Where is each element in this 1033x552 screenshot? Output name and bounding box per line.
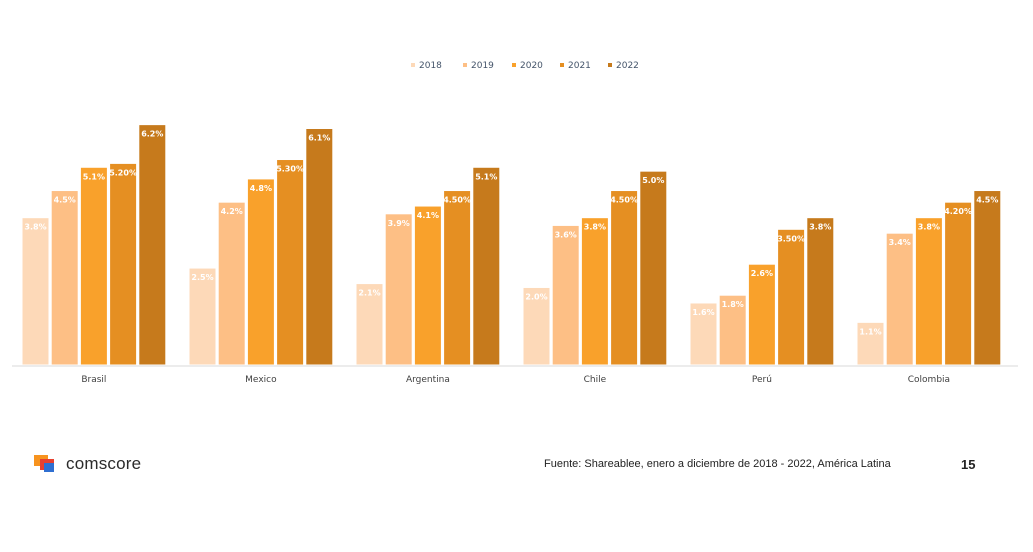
bar-brasil-2019 xyxy=(50,190,79,366)
bar-chile-2022 xyxy=(639,170,668,366)
bar-brasil-2018 xyxy=(21,217,50,366)
bar-colombia-2020 xyxy=(914,217,943,366)
bar-value-label: 5.20% xyxy=(109,168,137,177)
bar-mexico-2022 xyxy=(305,128,334,366)
chart-category-labels: Brasil Mexico Argentina Chile Perú Colombia xyxy=(81,375,950,385)
comscore-logo-icon xyxy=(34,454,58,474)
bar-value-label: 3.8% xyxy=(24,223,46,232)
x-tick-label: Brasil xyxy=(81,375,106,385)
comscore-logo: comscore xyxy=(34,454,141,474)
bar-value-label: 3.6% xyxy=(555,230,577,239)
bar-mexico-2021 xyxy=(276,159,305,366)
bar-value-label: 3.4% xyxy=(889,238,911,247)
bar-argentina-2020 xyxy=(413,205,442,366)
bar-perú-2019 xyxy=(718,294,747,366)
bar-value-label: 2.1% xyxy=(358,289,380,298)
bar-mexico-2019 xyxy=(217,201,246,366)
chart-legend: 2018 2019 2020 2021 2022 xyxy=(411,61,639,71)
chart-bars xyxy=(21,124,1002,366)
bar-argentina-2019 xyxy=(384,213,413,366)
bar-value-label: 2.0% xyxy=(525,292,547,301)
bar-value-label: 3.8% xyxy=(584,223,606,232)
bar-brasil-2021 xyxy=(109,162,138,366)
bar-value-label: 4.50% xyxy=(610,196,638,205)
bar-argentina-2022 xyxy=(472,166,501,366)
legend-label-2020: 2020 xyxy=(520,61,543,71)
bar-colombia-2021 xyxy=(944,201,973,366)
legend-swatch-2019 xyxy=(463,63,467,67)
bar-colombia-2022 xyxy=(973,190,1002,366)
bar-value-label: 6.1% xyxy=(308,134,330,143)
bar-value-label: 4.50% xyxy=(443,196,471,205)
legend-swatch-2021 xyxy=(560,63,564,67)
bar-value-label: 4.5% xyxy=(976,196,998,205)
bar-value-label: 2.5% xyxy=(191,273,213,282)
legend-label-2018: 2018 xyxy=(419,61,442,71)
bar-mexico-2020 xyxy=(246,178,275,366)
bar-argentina-2018 xyxy=(355,283,384,366)
x-tick-label: Mexico xyxy=(245,375,277,385)
x-tick-label: Chile xyxy=(584,375,607,385)
bar-perú-2022 xyxy=(806,217,835,366)
bar-colombia-2019 xyxy=(885,232,914,366)
bar-value-label: 1.8% xyxy=(722,300,744,309)
legend-swatch-2018 xyxy=(411,63,415,67)
legend-label-2019: 2019 xyxy=(471,61,494,71)
bar-brasil-2020 xyxy=(79,166,108,366)
bar-value-label: 6.2% xyxy=(141,130,163,139)
bar-mexico-2018 xyxy=(188,267,217,366)
bar-value-label: 2.6% xyxy=(751,269,773,278)
legend-label-2021: 2021 xyxy=(568,61,591,71)
bar-chile-2019 xyxy=(551,224,580,366)
x-tick-label: Perú xyxy=(752,375,772,385)
bar-value-label: 3.8% xyxy=(809,223,831,232)
comscore-wordmark: comscore xyxy=(66,454,142,473)
bar-value-label: 3.50% xyxy=(777,234,805,243)
bar-colombia-2018 xyxy=(856,321,885,366)
bar-perú-2020 xyxy=(747,263,776,366)
footer: comscore Fuente: Shareablee, enero a dic… xyxy=(0,440,1033,500)
bar-chile-2020 xyxy=(580,217,609,366)
bar-value-label: 4.20% xyxy=(944,207,972,216)
bar-perú-2018 xyxy=(689,302,718,366)
bar-brasil-2022 xyxy=(138,124,167,366)
bar-perú-2021 xyxy=(777,228,806,366)
legend-swatch-2020 xyxy=(512,63,516,67)
bar-value-label: 4.2% xyxy=(221,207,243,216)
legend-label-2022: 2022 xyxy=(616,61,639,71)
bar-chart: 2018 2019 2020 2021 2022 3.8% 4.5% 5.1% 5.20% 6.… xyxy=(12,61,1018,385)
bar-chile-2021 xyxy=(610,190,639,366)
bar-argentina-2021 xyxy=(443,190,472,366)
bar-value-label: 5.30% xyxy=(276,165,304,174)
x-tick-label: Argentina xyxy=(406,375,450,385)
bar-value-label: 1.1% xyxy=(859,327,881,336)
chart-bar-labels: 3.8% 4.5% 5.1% 5.20% 6.2% 2.5% 4.2% 4.8% 5.30% 6.… xyxy=(24,130,998,337)
bar-value-label: 3.9% xyxy=(388,219,410,228)
source-note: Fuente: Shareablee, enero a diciembre de… xyxy=(544,458,891,470)
page-number: 15 xyxy=(961,457,976,472)
bar-value-label: 5.1% xyxy=(475,172,497,181)
bar-value-label: 5.0% xyxy=(642,176,664,185)
bar-value-label: 4.8% xyxy=(250,184,272,193)
bar-chile-2018 xyxy=(522,286,551,366)
bar-value-label: 1.6% xyxy=(692,308,714,317)
bar-value-label: 3.8% xyxy=(918,223,940,232)
bar-value-label: 4.1% xyxy=(417,211,439,220)
legend-swatch-2022 xyxy=(608,63,612,67)
bar-value-label: 5.1% xyxy=(83,172,105,181)
x-tick-label: Colombia xyxy=(908,375,950,385)
bar-value-label: 4.5% xyxy=(54,196,76,205)
